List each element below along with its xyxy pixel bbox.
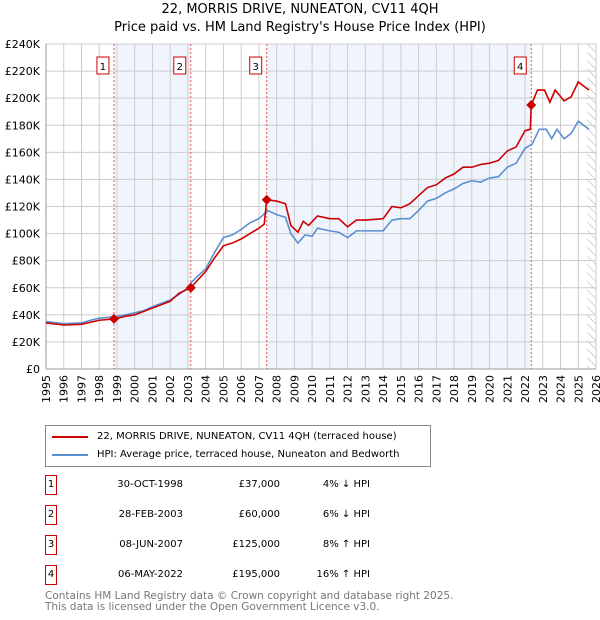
x-tick-label: 2000 — [129, 375, 142, 403]
x-tick-label: 2002 — [164, 375, 177, 403]
x-tick-label: 1995 — [40, 375, 53, 403]
x-tick-label: 2023 — [537, 375, 550, 403]
x-tick-label: 2016 — [413, 375, 426, 403]
sale-date: 06-MAY-2022 — [117, 569, 183, 580]
hpi-comparison: 6% ↓ HPI — [322, 509, 370, 520]
chart-title: 22, MORRIS DRIVE, NUNEATON, CV11 4QH — [161, 2, 439, 17]
x-tick-label: 2018 — [448, 375, 461, 403]
sale-badge-label: 1 — [100, 62, 106, 73]
sale-date: 30-OCT-1998 — [117, 479, 183, 490]
x-tick-label: 2006 — [235, 375, 248, 403]
sale-badge — [173, 56, 187, 75]
y-tick-label: £200K — [5, 92, 41, 105]
sale-price: £60,000 — [238, 509, 280, 520]
legend-swatch — [52, 435, 88, 438]
sale-point — [185, 282, 196, 293]
x-tick-label: 2009 — [288, 375, 301, 403]
x-tick-label: 2026 — [590, 375, 600, 403]
y-tick-label: £40K — [12, 309, 41, 322]
y-tick-label: £220K — [5, 65, 41, 78]
sale-date: 08-JUN-2007 — [119, 539, 183, 550]
x-tick-label: 2017 — [430, 375, 443, 403]
x-tick-label: 1997 — [75, 375, 88, 403]
transaction-row: 3 08-JUN-2007 £125,000 8% ↑ HPI — [45, 535, 445, 555]
sale-price: £125,000 — [232, 539, 280, 550]
x-tick-label: 2001 — [146, 375, 159, 403]
legend-label: 22, MORRIS DRIVE, NUNEATON, CV11 4QH (te… — [97, 431, 397, 442]
transaction-row: 2 28-FEB-2003 £60,000 6% ↓ HPI — [45, 505, 445, 525]
sale-price: £195,000 — [232, 569, 280, 580]
legend-swatch — [52, 453, 88, 456]
transaction-row: 1 30-OCT-1998 £37,000 4% ↓ HPI — [45, 475, 445, 495]
x-tick-label: 2007 — [253, 375, 266, 403]
x-tick-label: 1996 — [58, 375, 71, 403]
y-tick-label: £0 — [26, 363, 40, 376]
footer-licence: This data is licensed under the Open Gov… — [45, 601, 380, 613]
sale-point — [108, 313, 119, 324]
y-tick-label: £180K — [5, 119, 41, 132]
hpi-comparison: 16% ↑ HPI — [316, 569, 370, 580]
marker-badge: 3 — [45, 535, 57, 555]
chart-subtitle: Price paid vs. HM Land Registry's House … — [114, 20, 486, 35]
y-tick-label: £80K — [12, 255, 41, 268]
y-tick-label: £100K — [5, 228, 41, 241]
y-tick-label: £240K — [5, 38, 41, 51]
y-tick-label: £160K — [5, 146, 41, 159]
sale-badge — [513, 56, 527, 75]
marker-badge: 2 — [45, 505, 57, 525]
x-tick-label: 2019 — [466, 375, 479, 403]
y-tick-label: £120K — [5, 201, 41, 214]
hpi-comparison: 8% ↑ HPI — [322, 539, 370, 550]
x-tick-label: 1998 — [93, 375, 106, 403]
legend: 22, MORRIS DRIVE, NUNEATON, CV11 4QH (te… — [45, 425, 431, 467]
x-tick-label: 2022 — [519, 375, 532, 403]
price-chart: 1995 1996 1997 1998 1999 2000 2001 2002 2003 2004… — [5, 38, 600, 403]
sale-badge-label: 4 — [517, 62, 523, 73]
footer-copyright: Contains HM Land Registry data © Crown c… — [45, 590, 454, 602]
y-tick-label: £140K — [5, 173, 41, 186]
y-tick-label: £20K — [12, 336, 41, 349]
legend-item-property: 22, MORRIS DRIVE, NUNEATON, CV11 4QH (te… — [52, 431, 397, 442]
sale-badge — [249, 56, 263, 75]
legend-label: HPI: Average price, terraced house, Nune… — [97, 449, 400, 460]
x-tick-label: 2014 — [377, 375, 390, 403]
transaction-row: 4 06-MAY-2022 £195,000 16% ↑ HPI — [45, 565, 445, 585]
x-tick-label: 2020 — [484, 375, 497, 403]
x-tick-label: 2011 — [324, 375, 337, 403]
x-tick-label: 2004 — [200, 375, 213, 403]
hpi-comparison: 4% ↓ HPI — [322, 479, 370, 490]
sale-badge — [96, 56, 110, 75]
x-tick-label: 2010 — [306, 375, 319, 403]
sale-badge-label: 3 — [253, 62, 259, 73]
x-tick-label: 2021 — [501, 375, 514, 403]
sale-badge-label: 2 — [177, 62, 183, 73]
marker-badge: 1 — [45, 475, 57, 495]
marker-badge: 4 — [45, 565, 57, 585]
legend-item-hpi: HPI: Average price, terraced house, Nune… — [52, 449, 400, 460]
x-tick-label: 2015 — [395, 375, 408, 403]
sale-price: £37,000 — [238, 479, 280, 490]
sale-date: 28-FEB-2003 — [118, 509, 183, 520]
x-tick-label: 2008 — [271, 375, 284, 403]
x-tick-label: 2013 — [359, 375, 372, 403]
sale-point — [261, 194, 272, 205]
x-tick-label: 2005 — [217, 375, 230, 403]
x-tick-label: 2003 — [182, 375, 195, 403]
y-tick-label: £60K — [12, 282, 41, 295]
series-line-hpi — [45, 120, 590, 325]
x-tick-label: 2025 — [572, 375, 585, 403]
x-tick-label: 2024 — [555, 375, 568, 403]
x-tick-label: 1999 — [111, 375, 124, 403]
sale-point — [526, 99, 537, 110]
x-tick-label: 2012 — [342, 375, 355, 403]
